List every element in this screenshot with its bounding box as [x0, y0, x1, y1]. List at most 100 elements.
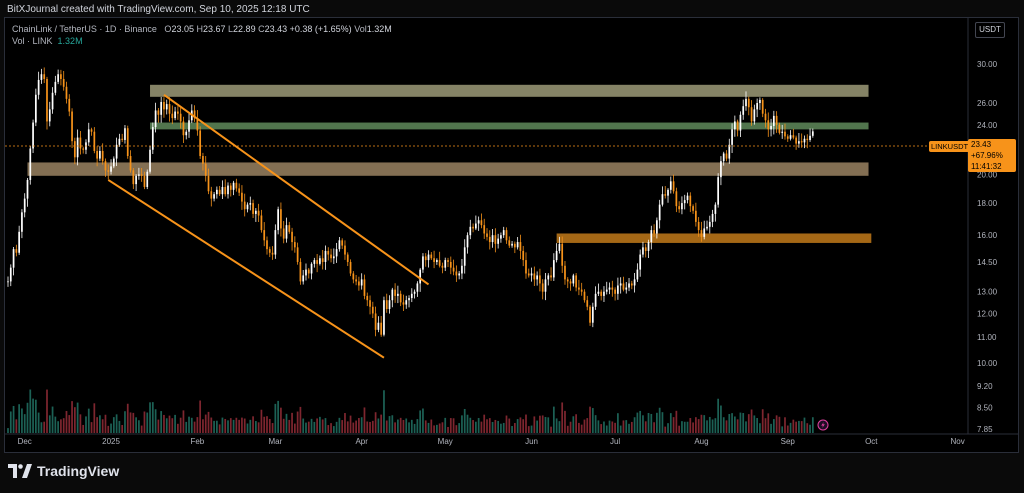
candle-body [586, 300, 589, 307]
volume-bar [530, 425, 533, 433]
volume-bar [87, 408, 90, 433]
candle-body [458, 273, 461, 276]
volume-bar [96, 417, 98, 433]
candle-body [491, 235, 494, 243]
price-tick-label: 30.00 [977, 60, 998, 69]
candle-body [647, 242, 650, 251]
candle-body [104, 161, 107, 171]
volume-bar [410, 419, 413, 433]
candle-body [508, 240, 511, 246]
candle-body [664, 194, 667, 196]
candle-body [594, 293, 597, 307]
candle-body [118, 138, 121, 145]
candle-body [12, 249, 15, 268]
candle-body [717, 177, 720, 205]
volume-bar [681, 421, 683, 433]
time-tick-label: Jul [610, 437, 620, 446]
volume-bar [784, 417, 786, 433]
candle-body [335, 249, 338, 257]
volume-bar [171, 418, 174, 433]
candle-body [305, 269, 307, 276]
low-value: 22.89 [233, 24, 256, 34]
volume-bar [388, 416, 391, 433]
candle-body [274, 230, 277, 255]
candle-body [107, 170, 110, 172]
candle-body [502, 230, 505, 236]
candle-body [653, 230, 655, 234]
candle-body [349, 261, 352, 274]
candle-body [494, 235, 497, 244]
volume-bar [452, 418, 455, 433]
candle-body [539, 275, 541, 284]
candle-body [572, 275, 575, 284]
candle-body [477, 220, 480, 224]
candle-body [32, 122, 34, 149]
volume-bar [216, 420, 218, 433]
candle-body [129, 156, 132, 171]
candle-body [720, 161, 722, 178]
volume-bar [12, 405, 15, 433]
candle-body [358, 281, 360, 286]
candle-body [277, 209, 279, 231]
candle-body [101, 150, 104, 162]
volume-bar [310, 418, 313, 433]
candle-body [383, 300, 385, 335]
candle-body [232, 182, 235, 190]
volume-bar [547, 417, 550, 433]
candle-body [455, 271, 458, 276]
volume-bar [731, 413, 733, 433]
lightning-icon[interactable] [817, 419, 829, 431]
candle-body [639, 254, 642, 270]
volume-bar [321, 419, 324, 433]
volume-bar [165, 418, 168, 433]
volume-bar [360, 417, 363, 433]
volume-bar [149, 402, 151, 433]
candle-body [750, 107, 753, 122]
candle-body [533, 273, 536, 280]
candle-body [474, 223, 477, 229]
volume-bar [566, 425, 569, 433]
volume-bar [377, 418, 380, 433]
volume-bar [346, 421, 349, 433]
tradingview-logo[interactable]: TradingView [8, 463, 119, 479]
volume-bar [257, 422, 260, 433]
candle-body [692, 206, 694, 211]
candle-body [369, 300, 371, 307]
volume-bar [316, 418, 318, 433]
time-tick-label: Dec [18, 437, 32, 446]
volume-bar [717, 398, 720, 433]
candle-body [177, 111, 179, 114]
candle-body [809, 135, 811, 140]
volume-bar [578, 422, 580, 433]
tradingview-wordmark: TradingView [37, 463, 120, 479]
volume-bar [408, 422, 410, 433]
currency-badge[interactable]: USDT [975, 22, 1005, 38]
volume-bar [469, 417, 472, 433]
volume-bar [263, 416, 266, 433]
candle-body [408, 298, 410, 301]
price-scale[interactable]: 34.0030.0026.0024.0020.0018.0016.0014.50… [977, 26, 998, 434]
volume-bar [405, 418, 408, 433]
volume-bar [650, 413, 653, 433]
candle-body [296, 247, 299, 262]
volume-bar [157, 419, 160, 433]
price-tick-label: 7.85 [977, 425, 993, 434]
candle-body [399, 293, 402, 303]
volume-bar [630, 421, 633, 433]
candle-body [472, 226, 474, 229]
candle-body [213, 194, 215, 199]
volume-bar [182, 410, 185, 433]
volume-bar [179, 417, 182, 433]
candle-body [786, 136, 789, 139]
price-tick-label: 11.00 [977, 333, 997, 342]
candle-body [722, 153, 725, 162]
candle-body [138, 174, 140, 176]
candle-body [76, 137, 79, 158]
candle-body [188, 120, 190, 132]
candle-body [146, 171, 149, 187]
candle-body [642, 247, 644, 255]
volume-bar [60, 419, 62, 433]
time-scale[interactable]: Dec 2025 Feb Mar Apr May Jun Jul Aug Sep Oct Nov [18, 437, 965, 446]
candle-body [115, 144, 118, 159]
